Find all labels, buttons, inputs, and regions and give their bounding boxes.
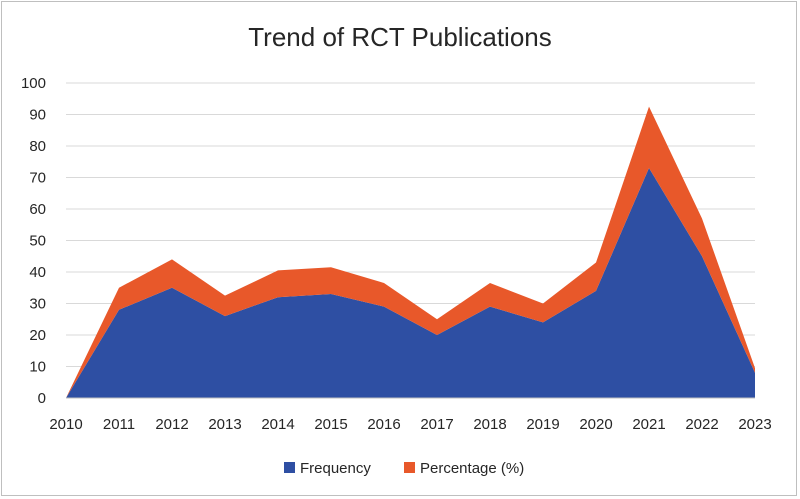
y-tick-label: 20 bbox=[29, 327, 46, 344]
y-tick-label: 10 bbox=[29, 359, 46, 376]
x-tick-label: 2018 bbox=[473, 416, 506, 433]
y-tick-label: 0 bbox=[38, 390, 46, 407]
y-tick-label: 80 bbox=[29, 138, 46, 155]
x-axis: 2010 2011 2012 2013 2014 2015 2016 2017 2018 2019… bbox=[49, 397, 772, 433]
legend-label: Frequency bbox=[300, 460, 371, 477]
y-tick-label: 60 bbox=[29, 201, 46, 218]
area-frequency bbox=[66, 168, 755, 398]
legend-label: Percentage (%) bbox=[420, 460, 524, 477]
x-tick-label: 2021 bbox=[632, 416, 665, 433]
x-tick-label: 2019 bbox=[526, 416, 559, 433]
x-tick-label: 2012 bbox=[155, 416, 188, 433]
x-tick-label: 2010 bbox=[49, 416, 82, 433]
x-tick-label: 2017 bbox=[420, 416, 453, 433]
legend: Frequency Percentage (%) bbox=[284, 460, 524, 477]
x-tick-label: 2013 bbox=[208, 416, 241, 433]
y-axis: 0 10 20 30 40 50 60 70 80 90 100 bbox=[21, 75, 46, 407]
legend-swatch bbox=[284, 462, 295, 473]
y-tick-label: 100 bbox=[21, 75, 46, 92]
x-tick-label: 2023 bbox=[738, 416, 771, 433]
x-tick-label: 2020 bbox=[579, 416, 612, 433]
area-series bbox=[66, 106, 755, 398]
chart-title: Trend of RCT Publications bbox=[248, 22, 551, 52]
legend-swatch bbox=[404, 462, 415, 473]
y-tick-label: 90 bbox=[29, 107, 46, 124]
x-tick-label: 2022 bbox=[685, 416, 718, 433]
y-tick-label: 40 bbox=[29, 264, 46, 281]
y-tick-label: 50 bbox=[29, 233, 46, 250]
y-tick-label: 70 bbox=[29, 170, 46, 187]
x-tick-label: 2014 bbox=[261, 416, 294, 433]
y-tick-label: 30 bbox=[29, 296, 46, 313]
x-tick-label: 2011 bbox=[103, 416, 135, 433]
x-tick-label: 2016 bbox=[367, 416, 400, 433]
x-tick-label: 2015 bbox=[314, 416, 347, 433]
